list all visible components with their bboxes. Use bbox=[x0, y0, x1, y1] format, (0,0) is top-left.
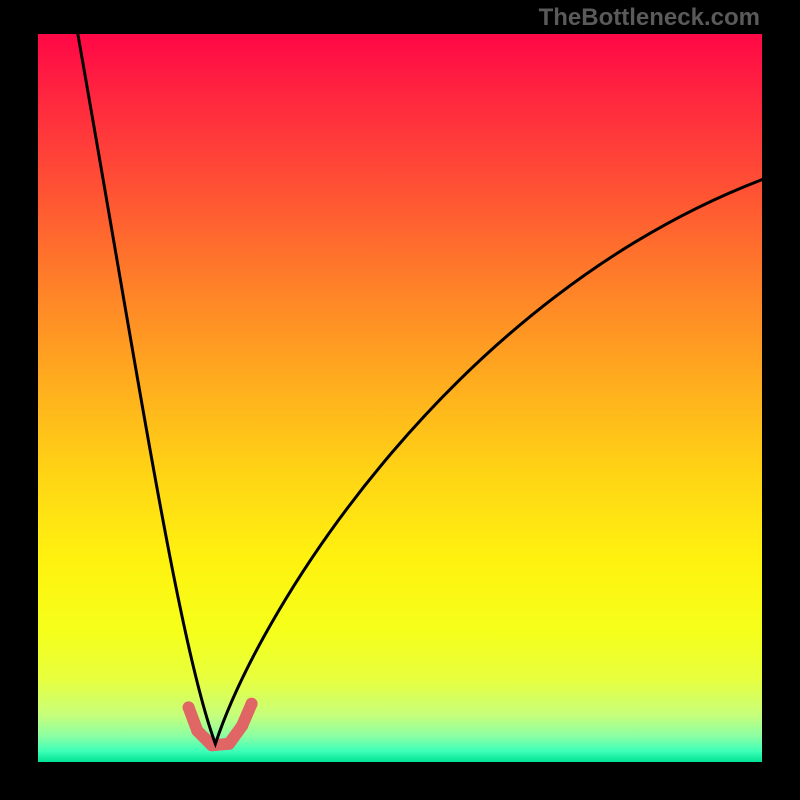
marker-dot bbox=[183, 701, 195, 713]
curve-layer bbox=[38, 34, 762, 762]
chart-root: TheBottleneck.com bbox=[0, 0, 800, 800]
marker-dot bbox=[246, 698, 258, 710]
marker-dot bbox=[191, 725, 203, 737]
watermark-text: TheBottleneck.com bbox=[539, 4, 760, 32]
plot-area bbox=[38, 34, 762, 762]
marker-dot bbox=[223, 738, 235, 750]
bottleneck-curve bbox=[78, 34, 762, 744]
marker-dot bbox=[236, 720, 248, 732]
